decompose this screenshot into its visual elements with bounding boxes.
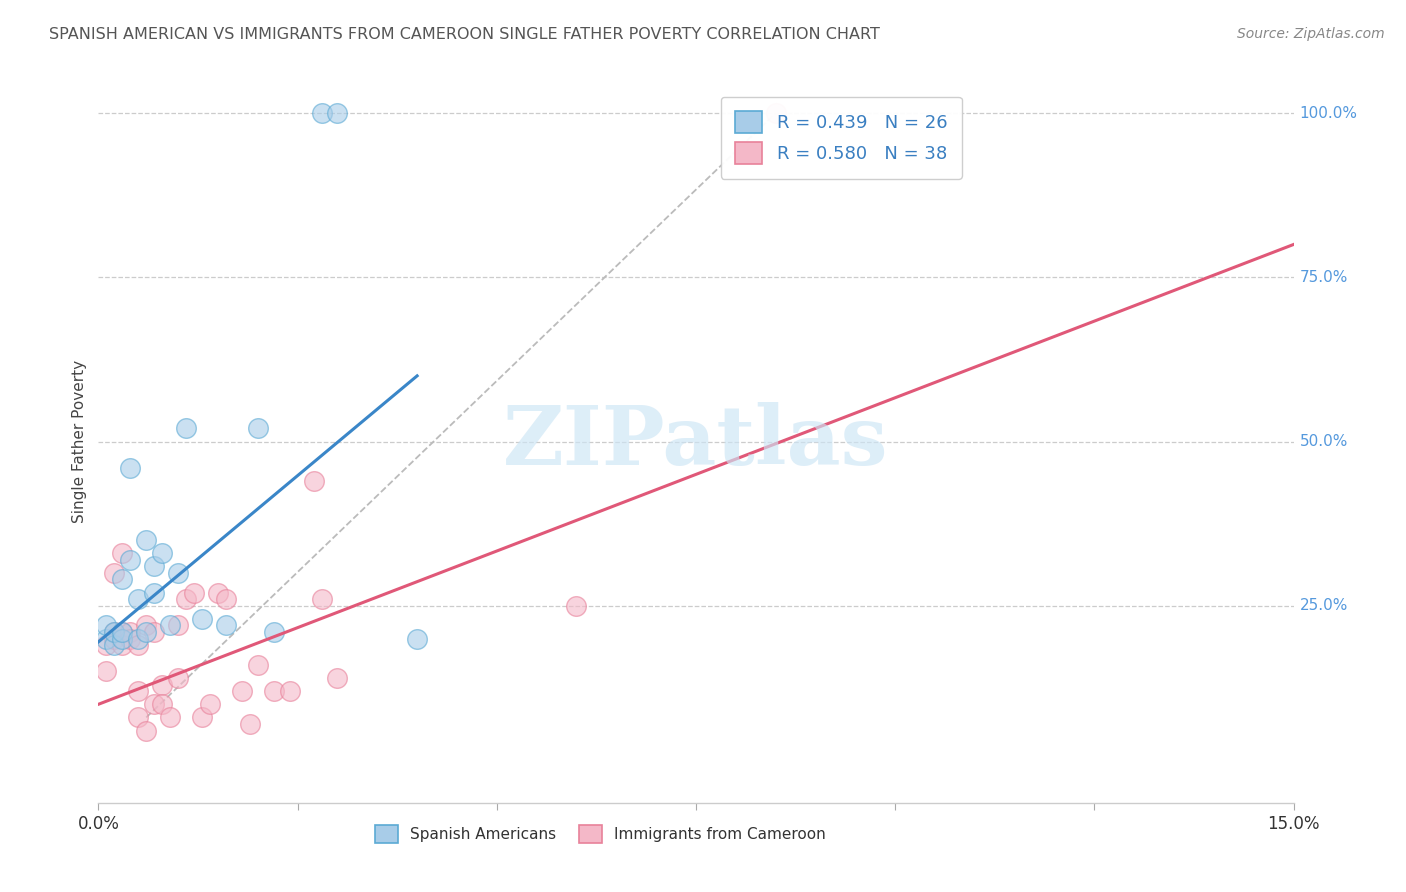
Point	[231, 684, 253, 698]
Point	[127, 710, 149, 724]
Point	[765, 106, 787, 120]
Point	[207, 585, 229, 599]
Point	[135, 723, 157, 738]
Point	[198, 698, 221, 712]
Point	[150, 546, 173, 560]
Point	[174, 592, 197, 607]
Point	[103, 625, 125, 640]
Point	[135, 533, 157, 547]
Point	[239, 717, 262, 731]
Point	[246, 657, 269, 672]
Point	[127, 638, 149, 652]
Point	[143, 698, 166, 712]
Point	[167, 566, 190, 580]
Point	[120, 625, 142, 640]
Text: 25.0%: 25.0%	[1299, 599, 1348, 613]
Point	[111, 632, 134, 646]
Point	[96, 638, 118, 652]
Point	[127, 592, 149, 607]
Text: Source: ZipAtlas.com: Source: ZipAtlas.com	[1237, 27, 1385, 41]
Point	[120, 632, 142, 646]
Point	[263, 684, 285, 698]
Y-axis label: Single Father Poverty: Single Father Poverty	[72, 360, 87, 523]
Point	[311, 592, 333, 607]
Point	[96, 632, 118, 646]
Point	[263, 625, 285, 640]
Point	[167, 671, 190, 685]
Point	[302, 474, 325, 488]
Text: 50.0%: 50.0%	[1299, 434, 1348, 449]
Point	[191, 710, 214, 724]
Point	[103, 566, 125, 580]
Point	[96, 665, 118, 679]
Point	[143, 559, 166, 574]
Point	[326, 106, 349, 120]
Point	[215, 592, 238, 607]
Point	[127, 684, 149, 698]
Point	[103, 638, 125, 652]
Point	[150, 698, 173, 712]
Point	[111, 638, 134, 652]
Point	[326, 671, 349, 685]
Point	[120, 553, 142, 567]
Point	[143, 585, 166, 599]
Text: 100.0%: 100.0%	[1299, 105, 1358, 120]
Point	[191, 612, 214, 626]
Point	[120, 460, 142, 475]
Point	[135, 618, 157, 632]
Point	[127, 632, 149, 646]
Point	[103, 632, 125, 646]
Text: 75.0%: 75.0%	[1299, 270, 1348, 285]
Point	[215, 618, 238, 632]
Point	[111, 625, 134, 640]
Legend: Spanish Americans, Immigrants from Cameroon: Spanish Americans, Immigrants from Camer…	[368, 819, 832, 849]
Point	[565, 599, 588, 613]
Point	[150, 677, 173, 691]
Point	[159, 618, 181, 632]
Point	[278, 684, 301, 698]
Point	[103, 625, 125, 640]
Point	[111, 546, 134, 560]
Point	[167, 618, 190, 632]
Point	[311, 106, 333, 120]
Point	[246, 421, 269, 435]
Text: ZIPatlas: ZIPatlas	[503, 401, 889, 482]
Point	[96, 618, 118, 632]
Point	[406, 632, 429, 646]
Point	[183, 585, 205, 599]
Point	[159, 710, 181, 724]
Point	[111, 625, 134, 640]
Point	[111, 573, 134, 587]
Point	[143, 625, 166, 640]
Point	[135, 625, 157, 640]
Text: SPANISH AMERICAN VS IMMIGRANTS FROM CAMEROON SINGLE FATHER POVERTY CORRELATION C: SPANISH AMERICAN VS IMMIGRANTS FROM CAME…	[49, 27, 880, 42]
Point	[174, 421, 197, 435]
